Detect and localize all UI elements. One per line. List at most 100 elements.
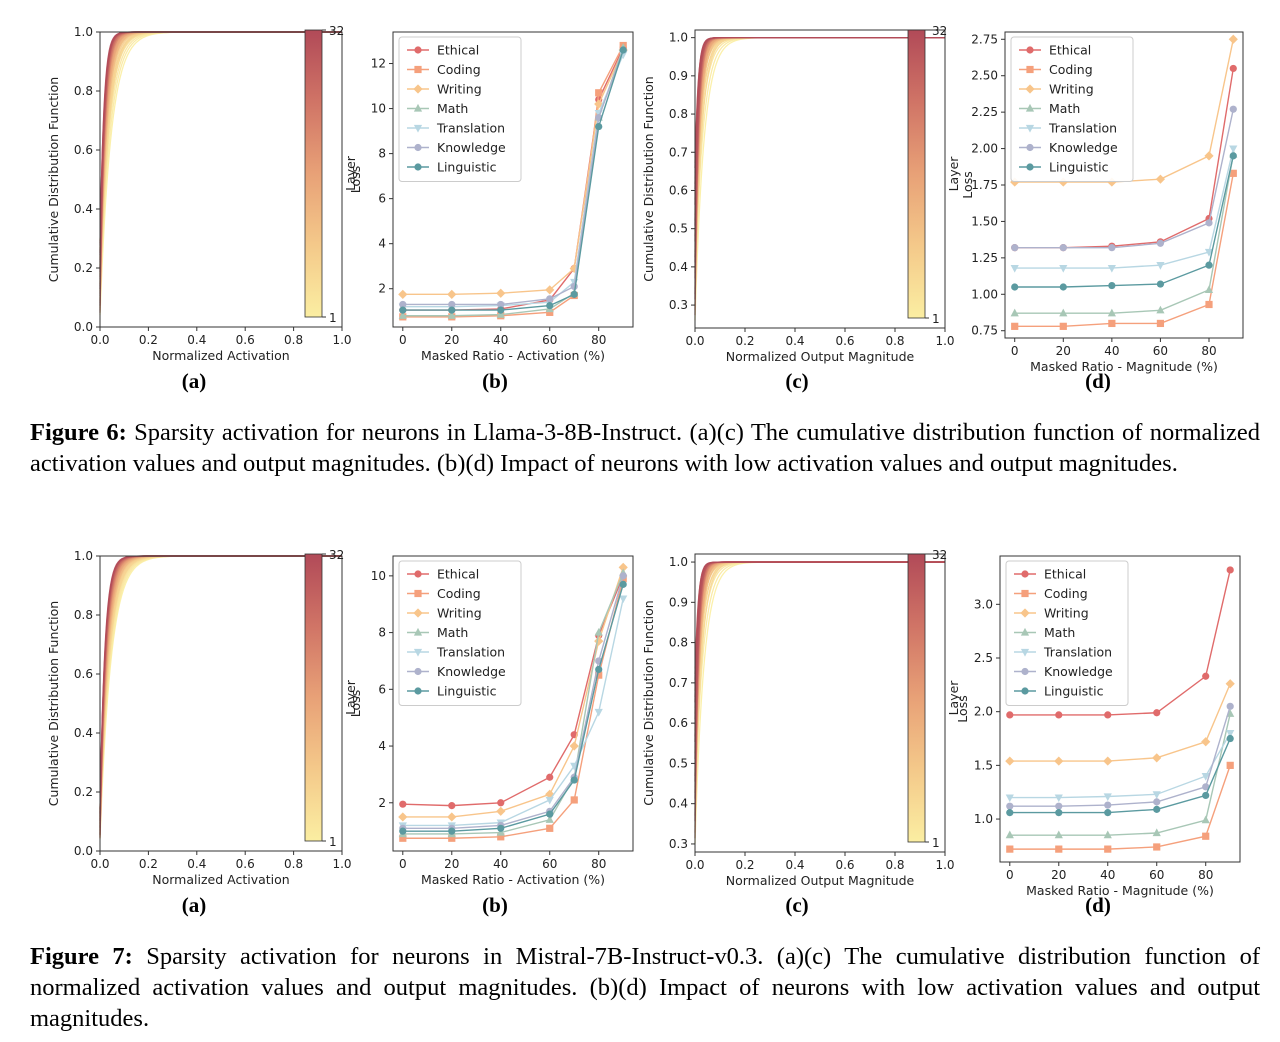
y-tick-label: 0.2 [74, 261, 93, 275]
plot-area [398, 562, 628, 842]
data-point-translation [1107, 264, 1116, 273]
series-line-coding [1009, 765, 1231, 850]
legend-marker [414, 65, 422, 74]
data-point-writing [1103, 756, 1113, 766]
y-tick-label: 2.50 [971, 69, 998, 83]
figure-6-caption: Figure 6: Sparsity activation for neuron… [30, 417, 1260, 479]
series-line-linguistic [1014, 155, 1234, 288]
data-point-knowledge [546, 295, 554, 303]
colorbar-label: Layer [343, 679, 358, 715]
y-tick-label: 0.4 [669, 797, 688, 811]
x-tick-label: 20 [1056, 344, 1071, 358]
data-point-writing [447, 289, 457, 299]
data-point-linguistic [1156, 280, 1165, 288]
legend-marker [1021, 687, 1029, 695]
y-tick-label: 0.8 [669, 636, 688, 650]
y-tick-label: 8 [378, 147, 386, 161]
data-point-writing [447, 812, 457, 822]
series-line-ethical [1009, 569, 1231, 716]
colorbar-min-label: 1 [329, 835, 337, 849]
legend-label-linguistic: Linguistic [1049, 160, 1109, 175]
data-point-coding [1006, 845, 1014, 853]
y-tick-label: 1.0 [74, 549, 93, 563]
cdf-curve-layer-14 [694, 561, 945, 692]
cdf-curve-layer-4 [694, 36, 945, 211]
series-translation [1010, 145, 1238, 273]
y-tick-label: 10 [371, 569, 386, 583]
sublabel-7d: (d) [1085, 893, 1111, 917]
data-point-writing [1005, 756, 1015, 766]
figure-6-text: Sparsity activation for neurons in Llama… [30, 419, 1261, 477]
data-point-coding [448, 834, 456, 842]
data-point-ethical [399, 800, 407, 808]
series-line-linguistic [1009, 738, 1231, 814]
x-axis-label: Masked Ratio - Activation (%) [421, 872, 605, 887]
x-tick-label: 40 [493, 857, 508, 871]
cdf-curve-layer-3 [694, 36, 945, 247]
x-tick-label: 0.0 [685, 858, 704, 872]
data-point-coding [570, 796, 578, 804]
x-tick-label: 0 [399, 857, 407, 871]
series-line-math [1009, 713, 1231, 836]
x-axis-label: Masked Ratio - Magnitude (%) [1026, 883, 1214, 898]
data-point-translation [619, 51, 628, 60]
colorbar [304, 553, 323, 842]
data-point-ethical [1229, 64, 1237, 73]
y-axis-label: Loss [348, 166, 363, 193]
x-tick-label: 0.0 [90, 333, 109, 347]
cdf-curve-layer-15 [694, 36, 945, 310]
data-point-coding [399, 834, 407, 842]
cdf-curve-layer-26 [694, 36, 945, 242]
cdf-curve-layer-2 [694, 561, 945, 805]
legend-marker [1021, 667, 1029, 676]
y-axis-label: Cumulative Distribution Function [46, 601, 61, 806]
series-line-translation [1009, 732, 1231, 799]
data-point-math [594, 627, 603, 636]
y-tick-label: 2 [378, 282, 386, 296]
x-tick-label: 0.0 [90, 857, 109, 871]
data-point-coding [1202, 832, 1210, 840]
data-point-translation [1201, 773, 1210, 781]
chart-7c: 0.0 0.2 0.4 0.6 0.8 1.0 0.3 0.4 0.5 0.6 0.7 0.8 0.9 1… [641, 548, 961, 888]
cdf-curve-layer-28 [694, 561, 945, 680]
data-point-translation [619, 595, 628, 604]
legend: Ethical Coding Writing Math Translation Knowl… [1010, 36, 1134, 182]
cdf-curve-layer-8 [694, 36, 945, 232]
legend-label-linguistic: Linguistic [437, 160, 497, 175]
panel-6b-loss-activation: 0 20 40 60 80 2 4 6 8 10 12 Masked Ratio - Activati… [345, 20, 635, 363]
series-coding [1006, 761, 1234, 853]
cdf-curve-layer-30 [694, 36, 945, 263]
y-tick-label: 0.0 [74, 320, 93, 334]
cdf-curve-layer-6 [694, 561, 945, 827]
sublabel-7a: (a) [181, 893, 207, 917]
x-tick-label: 60 [542, 333, 557, 347]
cdf-curve-layer-31 [694, 561, 945, 743]
data-point-linguistic [1055, 809, 1063, 817]
chart-7d: 0 20 40 60 80 1.0 1.5 2.0 2.5 3.0 Masked Ratio - M… [955, 555, 1241, 898]
data-point-knowledge [497, 300, 505, 309]
legend-marker [413, 648, 423, 657]
x-tick-label: 1.0 [332, 857, 351, 871]
data-point-translation [1152, 791, 1161, 799]
x-tick-label: 80 [1198, 868, 1213, 882]
x-tick-label: 0 [1011, 344, 1019, 358]
data-point-math [447, 311, 456, 319]
data-point-translation [1226, 730, 1235, 738]
x-tick-label: 0.4 [187, 333, 206, 347]
data-point-coding [1205, 300, 1213, 309]
x-tick-label: 80 [1201, 344, 1216, 358]
legend-marker [1025, 124, 1035, 133]
data-point-knowledge [399, 300, 407, 309]
colorbar-max-label: 32 [329, 24, 344, 38]
y-tick-label: 1.75 [971, 178, 998, 192]
data-point-linguistic [1006, 809, 1014, 817]
figure-7-text: Sparsity activation for neurons in Mistr… [30, 943, 1261, 1032]
panel-6a-cdf-activation: 0.0 0.2 0.4 0.6 0.8 1.0 0.0 0.2 0.4 0.6 0.8 1.0 Norm… [40, 20, 360, 363]
cdf-curve-layer-24 [694, 36, 945, 316]
y-axis-label: Loss [960, 171, 975, 198]
cdf-curve-layer-30 [694, 561, 945, 782]
legend: Ethical Coding Writing Math Translation Knowl… [398, 36, 522, 182]
data-point-linguistic [1153, 805, 1161, 813]
y-tick-label: 2.25 [971, 105, 998, 119]
x-tick-label: 20 [444, 333, 459, 347]
